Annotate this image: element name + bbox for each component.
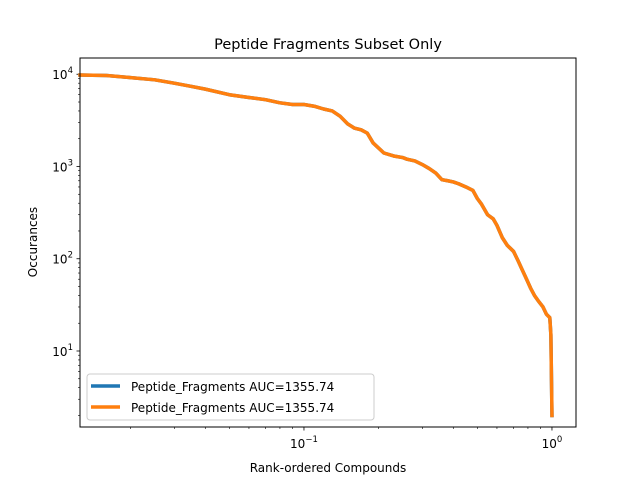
y-axis-label: Occurances [26, 207, 40, 277]
series-line-2 [78, 73, 554, 418]
axes-frame [79, 57, 577, 428]
legend-box [86, 373, 375, 421]
x-axis-label: Rank-ordered Compounds [250, 461, 407, 475]
legend: Peptide_Fragments AUC=1355.74 Peptide_Fr… [86, 373, 375, 421]
legend-label-series-1: Peptide_Fragments AUC=1355.74 [131, 380, 334, 394]
legend-label-series-2: Peptide_Fragments AUC=1355.74 [131, 401, 334, 415]
series-lines [78, 73, 554, 418]
chart-title: Peptide Fragments Subset Only [214, 37, 442, 53]
